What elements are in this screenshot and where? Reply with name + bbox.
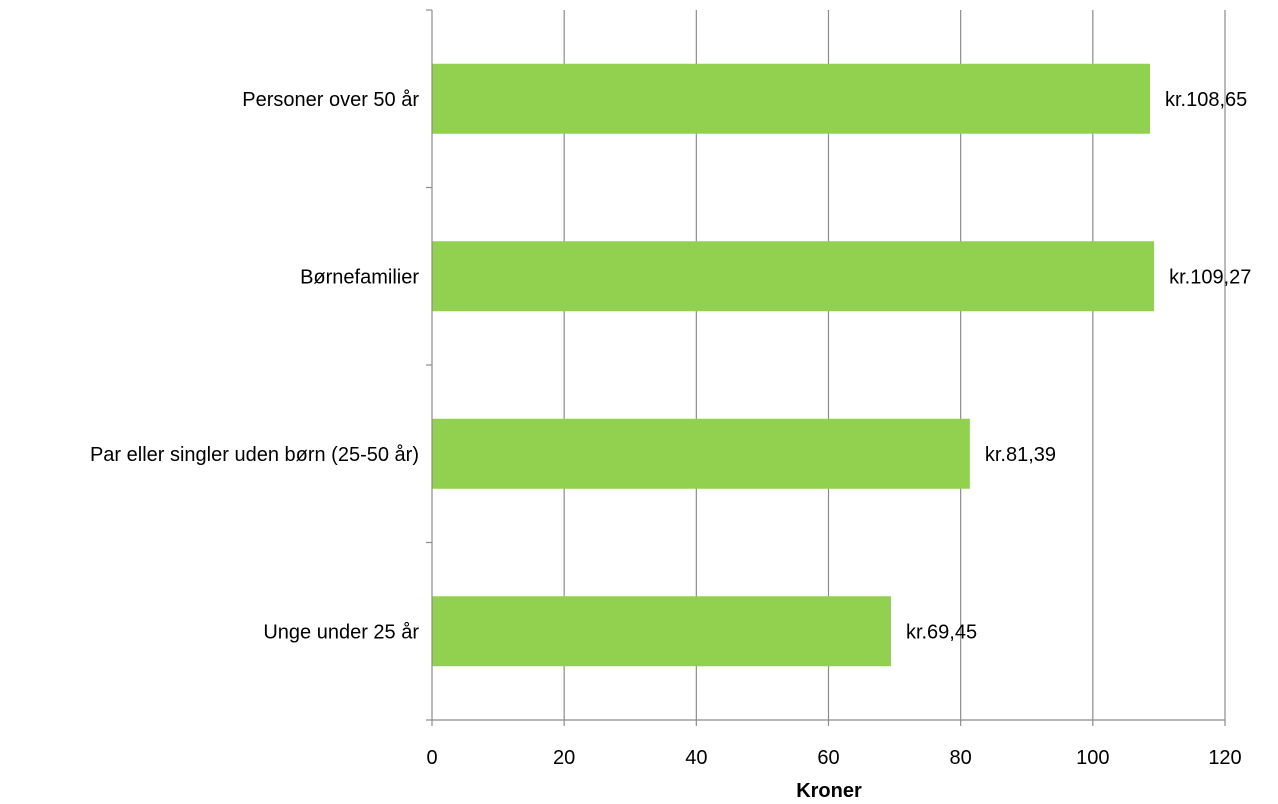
category-label: Børnefamilier [300, 266, 419, 288]
category-label: Personer over 50 år [242, 89, 419, 111]
data-label: kr.108,65 [1165, 89, 1247, 111]
x-tick-label: 20 [553, 747, 575, 769]
bar [432, 63, 1150, 134]
category-label: Par eller singler uden børn (25-50 år) [90, 444, 419, 466]
data-label: kr.81,39 [985, 444, 1056, 466]
bar [432, 241, 1155, 312]
x-tick-label: 0 [426, 747, 437, 769]
x-axis-title: Kroner [796, 780, 862, 802]
bars [432, 63, 1155, 667]
category-labels: Personer over 50 år Børnefamilier Par elle… [90, 89, 419, 644]
data-label: kr.69,45 [906, 621, 977, 643]
data-labels: kr.108,65 kr.109,27 kr.81,39 kr.69,45 [906, 89, 1251, 644]
x-tick-label: 40 [685, 747, 707, 769]
x-tick-labels: 0 20 40 60 80 100 120 [426, 747, 1241, 769]
x-tick-label: 120 [1208, 747, 1241, 769]
x-tick-label: 80 [950, 747, 972, 769]
bar [432, 418, 970, 489]
x-tick-label: 60 [817, 747, 839, 769]
axes [426, 9, 1226, 726]
category-label: Unge under 25 år [263, 621, 419, 643]
x-tick-label: 100 [1076, 747, 1109, 769]
bar [432, 596, 891, 667]
data-label: kr.109,27 [1169, 266, 1251, 288]
